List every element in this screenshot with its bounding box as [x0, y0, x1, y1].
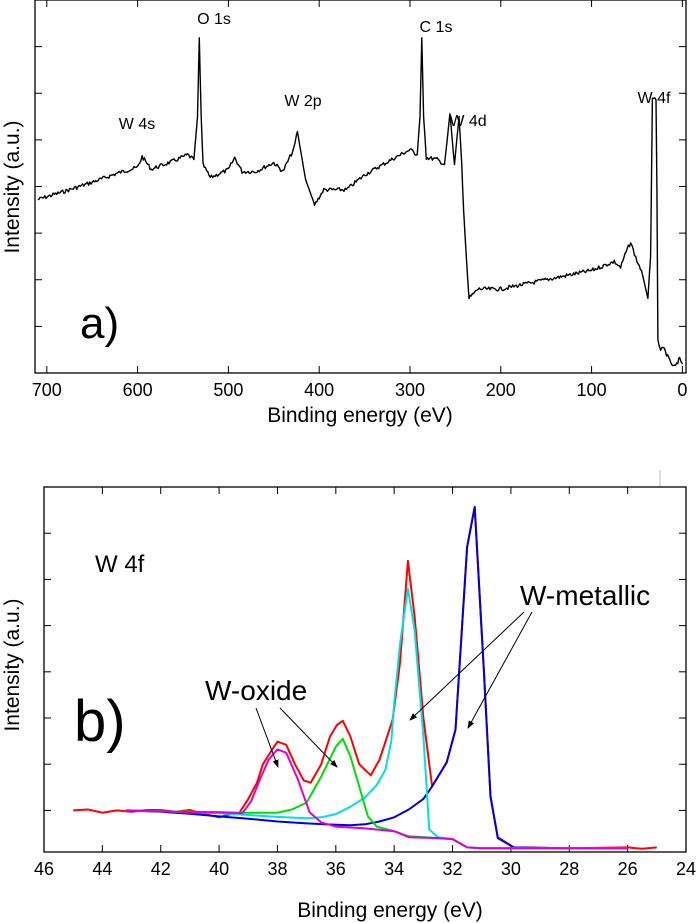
series-line-0: [37, 37, 684, 367]
x-axis-label: Binding energy (eV): [297, 899, 483, 922]
chart-title: W 4f: [95, 551, 145, 578]
x-tick-label: 300: [395, 380, 425, 400]
peak-label: W 2p: [284, 93, 321, 110]
peak-label: C 1s: [420, 19, 453, 36]
plot-frame: [43, 486, 687, 853]
x-tick-label: 200: [486, 380, 516, 400]
x-tick-label: 400: [304, 380, 334, 400]
plot-frame: [34, 0, 687, 374]
x-tick-label: 26: [618, 859, 638, 879]
x-tick-label: 38: [267, 859, 287, 879]
annotation-arrow: [409, 611, 525, 721]
x-tick-label: 40: [209, 859, 229, 879]
x-tick-label: 46: [34, 859, 54, 879]
x-tick-label: 0: [677, 380, 687, 400]
x-axis-label: Binding energy (eV): [267, 404, 453, 427]
y-axis-label: Intensity (a.u.): [1, 598, 24, 731]
panel-label: b): [74, 689, 126, 754]
x-tick-label: 28: [559, 859, 579, 879]
annotation-arrow: [467, 611, 533, 729]
peak-label: W 4s: [119, 116, 155, 133]
x-tick-label: 30: [501, 859, 521, 879]
annotation-w-metallic: W-metallic: [520, 580, 650, 611]
x-tick-label: 44: [92, 859, 112, 879]
series-line-2: [125, 587, 628, 850]
x-tick-label: 700: [32, 380, 62, 400]
series-line-1: [125, 505, 628, 850]
panel-a-survey-spectrum: 700 600 500 400 300 200 100 0 Binding energy (e…: [1, 0, 687, 427]
x-tick-label: 100: [577, 380, 607, 400]
annotation-arrow: [279, 707, 338, 768]
panel-label: a): [80, 299, 119, 348]
annotation-arrow: [255, 707, 279, 768]
y-axis-label: Intensity (a.u.): [1, 120, 24, 253]
peak-label: O 1s: [197, 11, 231, 28]
peak-label: W 4d: [449, 113, 486, 130]
x-tick-label: 42: [151, 859, 171, 879]
x-tick-label: 32: [443, 859, 463, 879]
x-tick-label: 600: [123, 380, 153, 400]
x-tick-label: 24: [676, 859, 696, 879]
series-line-4: [125, 748, 628, 850]
x-tick-label: 500: [213, 380, 243, 400]
annotation-w-oxide: W-oxide: [205, 675, 307, 706]
x-tick-label: 36: [326, 859, 346, 879]
series-line-3: [125, 737, 628, 850]
peak-label: W 4f: [638, 90, 671, 107]
panel-b-w4f-spectrum: 46 44 42 40 38 36 34 32 30 28 26 24 Binding energy …: [1, 470, 696, 922]
x-tick-label: 34: [384, 859, 404, 879]
